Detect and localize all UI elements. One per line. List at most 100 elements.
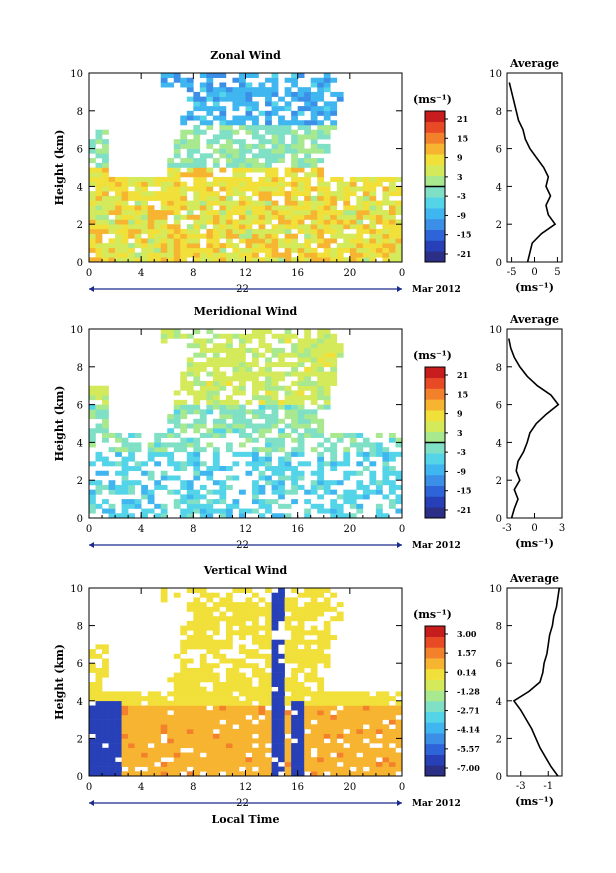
heatmap-cell (206, 620, 214, 626)
heatmap-cell (193, 257, 201, 263)
heatmap-cell (193, 719, 201, 725)
heatmap-cell (199, 214, 207, 220)
heatmap-cell (173, 499, 181, 505)
heatmap-cell (225, 606, 233, 612)
heatmap-cell (343, 195, 351, 201)
heatmap-cell (278, 228, 285, 234)
heatmap-cell (212, 390, 220, 396)
heatmap-cell (89, 682, 96, 687)
heatmap-cell (186, 456, 194, 462)
heatmap-cell (212, 499, 220, 505)
heatmap-cell (238, 252, 246, 258)
heatmap-cell (343, 447, 351, 453)
heatmap-cell (199, 414, 207, 420)
heatmap-cell (238, 409, 246, 415)
heatmap-cell (206, 503, 214, 509)
heatmap-cell (265, 456, 272, 462)
heatmap-cell (317, 766, 325, 772)
heatmap-cell (173, 252, 181, 258)
heatmap-cell (304, 653, 312, 659)
heatmap-cell (297, 162, 305, 168)
heatmap-cell (186, 200, 194, 206)
heatmap-cell (238, 124, 246, 130)
heatmap-cell (121, 461, 129, 467)
heatmap-cell (180, 205, 188, 211)
heatmap-cell (232, 139, 240, 145)
heatmap-cell (336, 729, 344, 734)
heatmap-cell (89, 195, 96, 201)
heatmap-cell (225, 743, 233, 749)
heatmap-cell (219, 120, 227, 126)
heatmap-cell (186, 729, 194, 734)
heatmap-cell (265, 418, 272, 424)
heatmap-cell (245, 106, 253, 112)
heatmap-cell (258, 371, 266, 377)
heatmap-cell (310, 120, 318, 126)
heatmap-cell (180, 649, 188, 655)
heatmap-cell (95, 191, 103, 197)
heatmap-cell (343, 224, 351, 230)
heatmap-cell (167, 677, 175, 683)
heatmap-cell (199, 432, 207, 438)
heatmap-cell (180, 480, 188, 486)
heatmap-cell (395, 186, 403, 192)
heatmap-cell (186, 380, 194, 386)
colorbar-swatch (425, 496, 445, 508)
heatmap-cell (258, 691, 266, 697)
heatmap-cell (265, 733, 272, 739)
heatmap-cell (304, 252, 312, 258)
heatmap-cell (395, 224, 403, 230)
heatmap-cell (265, 205, 272, 211)
heatmap-cell (317, 357, 325, 363)
heatmap-cell (160, 195, 168, 201)
heatmap-cell (193, 475, 201, 481)
heatmap-cell (193, 91, 201, 97)
heatmap-cell (134, 447, 142, 453)
heatmap-cell (278, 432, 285, 438)
average-x-tick-label: 0 (531, 267, 537, 278)
heatmap-cell (232, 333, 240, 339)
heatmap-cell (304, 658, 312, 664)
heatmap-cell (141, 747, 148, 753)
heatmap-cell (323, 508, 331, 514)
heatmap-cell (291, 395, 298, 401)
y-tick-label: 4 (77, 438, 83, 449)
heatmap-cell (265, 658, 272, 664)
heatmap-cell (186, 423, 194, 429)
heatmap-cell (199, 96, 207, 102)
heatmap-cell (121, 238, 129, 244)
heatmap-cell (147, 499, 155, 505)
heatmap-cell (271, 380, 279, 386)
heatmap-cell (265, 738, 272, 744)
heatmap-cell (212, 148, 220, 154)
heatmap-cell (180, 115, 188, 121)
heatmap-cell (160, 451, 168, 457)
heatmap-cell (199, 423, 207, 429)
heatmap-cell (199, 461, 207, 467)
heatmap-cell (258, 224, 266, 230)
colorbar-swatch (425, 711, 445, 723)
heatmap-cell (238, 233, 246, 239)
heatmap-cell (193, 691, 201, 697)
heatmap-cell (232, 682, 240, 687)
heatmap-cell (278, 719, 285, 725)
heatmap-cell (193, 710, 201, 716)
heatmap-cell (310, 395, 318, 401)
heatmap-cell (395, 451, 403, 457)
heatmap-cell (199, 602, 207, 608)
heatmap-cell (108, 252, 116, 258)
heatmap-cell (304, 214, 312, 220)
heatmap-cell (167, 766, 175, 772)
heatmap-cell (323, 343, 331, 349)
heatmap-cell (304, 91, 312, 97)
heatmap-cell (134, 771, 142, 777)
heatmap-cell (121, 700, 129, 706)
heatmap-cell (336, 691, 344, 697)
heatmap-cell (362, 752, 370, 758)
heatmap-cell (219, 143, 227, 149)
heatmap-cell (212, 466, 220, 472)
heatmap-cell (382, 752, 390, 758)
heatmap-cell (167, 738, 175, 744)
heatmap-cell (291, 238, 298, 244)
heatmap-cell (238, 101, 246, 107)
